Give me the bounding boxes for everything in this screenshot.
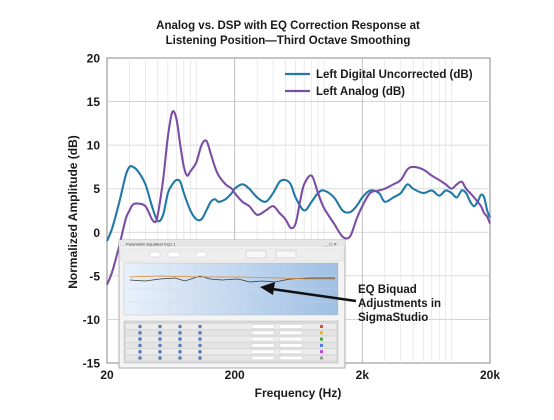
inset-knob [158, 356, 162, 360]
inset-knob [138, 331, 142, 335]
inset-color-swatch [320, 343, 323, 347]
legend: Left Digital Uncorrected (dB) Left Analo… [285, 69, 473, 98]
inset-knob [158, 343, 162, 348]
inset-filter-field [279, 343, 303, 348]
inset-filter-field [251, 343, 275, 348]
inset-knob [198, 343, 202, 348]
inset-filter-row [126, 336, 336, 342]
inset-knob [198, 349, 202, 354]
inset-filter-row [126, 355, 336, 361]
inset-color-swatch [320, 337, 323, 341]
inset-eq-curve [129, 275, 335, 283]
inset-filter-field [251, 331, 275, 335]
y-tick-label: 20 [87, 52, 101, 66]
annotation: EQ Biquad Adjustments in SigmaStudio [260, 282, 441, 324]
x-axis-label: Frequency (Hz) [255, 386, 342, 400]
sigmastudio-inset-screenshot: Parametric Equalizer EQ1 1 _ ▢ ✕ [118, 239, 346, 369]
y-tick-label: 5 [93, 182, 100, 196]
legend-label-analog: Left Analog (dB) [316, 86, 405, 98]
annotation-arrowhead [260, 282, 275, 295]
inset-filter-field [279, 337, 303, 341]
inset-color-swatch [320, 356, 323, 360]
series-lines [106, 110, 491, 285]
y-tick-label: -15 [83, 357, 101, 371]
annotation-line2: Adjustments in [358, 298, 441, 310]
inset-window-controls: _ ▢ ✕ [324, 242, 337, 247]
inset-knob [138, 356, 142, 360]
inset-filter-field [251, 349, 275, 354]
y-tick-label: -10 [83, 313, 101, 327]
y-tick-label: 15 [87, 95, 101, 109]
inset-knob [178, 349, 182, 354]
inset-knob [178, 324, 182, 329]
y-tick-label: 10 [87, 139, 101, 153]
inset-color-swatch [320, 325, 323, 328]
inset-title-bar [119, 240, 345, 247]
inset-knob [158, 324, 162, 329]
inset-color-swatch [320, 350, 323, 354]
inset-filter-row [126, 330, 336, 336]
chart-title-line1: Analog vs. DSP with EQ Correction Respon… [156, 20, 420, 32]
inset-knob [198, 324, 202, 329]
inset-window-title: Parametric Equalizer EQ1 1 [126, 242, 176, 247]
inset-color-swatch [320, 331, 323, 335]
inset-knob [138, 343, 142, 348]
inset-knob [178, 331, 182, 335]
annotation-line3: SigmaStudio [358, 312, 428, 324]
inset-knob [178, 356, 182, 360]
inset-knob [198, 337, 202, 341]
inset-filter-field [251, 356, 275, 360]
annotation-line1: EQ Biquad [358, 284, 417, 296]
annotation-arrow-line [271, 287, 357, 303]
inset-filter-field [279, 349, 303, 354]
inset-knob [158, 331, 162, 335]
inset-knob [198, 331, 202, 335]
inset-knob [158, 337, 162, 341]
inset-knob [198, 356, 202, 360]
y-tick-label: -5 [89, 269, 100, 283]
inset-knob [178, 337, 182, 341]
inset-filter-field [251, 337, 275, 341]
inset-filter-field [279, 356, 303, 360]
inset-filter-row [126, 324, 336, 329]
chart-title-line2: Listening Position—Third Octave Smoothin… [166, 35, 411, 47]
inset-filter-row [126, 342, 336, 348]
inset-filter-field [279, 324, 303, 329]
inset-knob [158, 349, 162, 354]
inset-knob [138, 324, 142, 329]
inset-knob [178, 343, 182, 348]
inset-filter-field [251, 324, 275, 329]
inset-knob [138, 337, 142, 341]
series-line-digital-uncorrected [106, 165, 491, 242]
y-tick-labels: 20 15 10 5 0 -5 -10 -15 [83, 52, 101, 371]
inset-filter-row [126, 349, 336, 355]
legend-label-digital: Left Digital Uncorrected (dB) [316, 69, 473, 81]
inset-target-curve [129, 275, 335, 280]
inset-knob [138, 349, 142, 354]
inset-filter-field [279, 331, 303, 335]
inset-filter-rows [126, 324, 336, 361]
series-line-analog [106, 110, 491, 285]
x-tick-labels: 20 200 2k 20k [100, 368, 500, 382]
y-axis-label: Normalized Amplitude (dB) [66, 135, 80, 289]
x-tick-label: 20k [480, 368, 500, 382]
x-tick-label: 2k [356, 368, 370, 382]
y-tick-label: 0 [93, 226, 100, 240]
x-tick-label: 20 [100, 368, 114, 382]
x-tick-label: 200 [225, 368, 245, 382]
